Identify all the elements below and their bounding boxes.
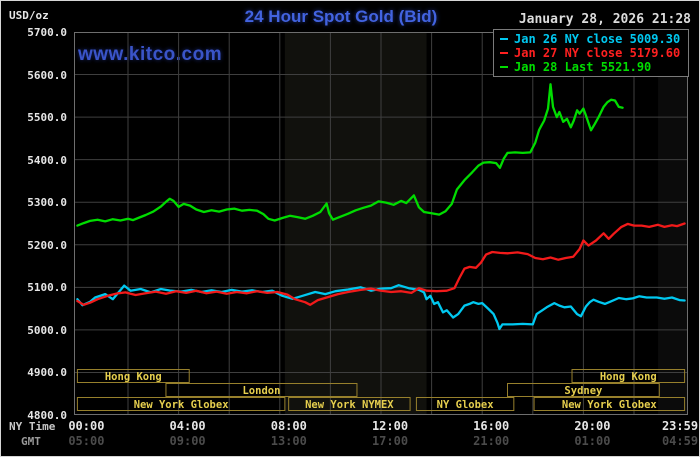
kitco-watermark: www.kitco.com: [78, 44, 223, 65]
gmt-tick-label: 21:00: [473, 434, 510, 448]
session-box: [76, 369, 190, 383]
session-box: [76, 397, 286, 411]
session-label: Hong Kong: [105, 371, 162, 383]
legend-item: Jan 27 NY close 5179.60: [500, 46, 688, 60]
y-axis-tick-label: 5200.0: [27, 238, 67, 252]
gmt-tick-label: 05:00: [68, 434, 105, 448]
session-label: Sydney: [564, 385, 603, 397]
legend-item: Jan 28 Last 5521.90: [500, 60, 688, 74]
unit-label: USD/oz: [9, 9, 49, 22]
session-box: [571, 369, 686, 383]
ny-time-caption: NY Time: [9, 420, 56, 433]
y-axis-tick-label: 5000.0: [27, 323, 67, 337]
y-axis-tick-label: 4900.0: [27, 366, 67, 380]
legend-label: Jan 26 NY close 5009.30: [514, 32, 681, 46]
y-axis-tick-label: 5400.0: [27, 153, 67, 167]
session-label: Hong Kong: [600, 371, 657, 383]
price-line-jan-27-ny-close: [76, 222, 686, 306]
price-line-jan-28-last: [76, 83, 624, 227]
y-axis-tick-label: 5600.0: [27, 68, 67, 82]
page-title: 24 Hour Spot Gold (Bid): [244, 7, 438, 26]
session-label: London: [242, 385, 280, 397]
gmt-tick-label: 01:00: [574, 434, 611, 448]
gmt-tick-label: 04:59: [661, 434, 699, 448]
ny-time-tick-label: 00:00: [68, 419, 105, 433]
y-axis-tick-label: 5500.0: [27, 111, 67, 125]
ny-time-tick-label: 12:00: [371, 419, 409, 433]
session-box: [533, 397, 686, 411]
session-label: New York Globex: [562, 399, 658, 411]
y-axis-tick-label: 4800.0: [27, 409, 67, 422]
session-label: NY Globex: [437, 399, 495, 411]
y-axis-tick-label: 5100.0: [27, 281, 67, 295]
ny-time-tick-label: 04:00: [169, 419, 206, 433]
session-box: [507, 383, 660, 397]
ny-time-tick-label: 20:00: [574, 419, 611, 433]
session-box: [415, 397, 515, 411]
session-box: [288, 397, 411, 411]
legend-label: Jan 28 Last 5521.90: [514, 60, 652, 74]
gmt-tick-label: 17:00: [371, 434, 409, 448]
ny-time-tick-label: 08:00: [270, 419, 307, 433]
y-axis-tick-label: 5300.0: [27, 196, 67, 210]
plot-area: Hong Kong Hong Kong London Sydney New York G…: [74, 32, 688, 415]
plot-frame: [74, 32, 688, 415]
ny-time-tick-label: 16:00: [473, 419, 510, 433]
session-label: New York NYMEX: [305, 399, 394, 411]
gmt-tick-label: 13:00: [270, 434, 307, 448]
legend-swatch: [500, 66, 508, 68]
gmt-caption: GMT: [21, 435, 41, 448]
legend-label: Jan 27 NY close 5179.60: [514, 46, 681, 60]
datetime-label: January 28, 2026 21:28: [518, 12, 691, 27]
legend-item: Jan 26 NY close 5009.30: [500, 32, 688, 46]
session-label: New York Globex: [134, 399, 230, 411]
y-axis-tick-label: 5700.0: [27, 26, 67, 39]
legend-swatch: [500, 38, 508, 40]
market-hours-shaded-band: [284, 32, 427, 415]
session-box: [165, 383, 358, 397]
ny-time-tick-label: 23:59: [661, 419, 699, 433]
gmt-tick-label: 09:00: [169, 434, 206, 448]
chart-legend: Jan 26 NY close 5009.30 Jan 27 NY close 5…: [493, 29, 689, 77]
legend-swatch: [500, 52, 508, 54]
